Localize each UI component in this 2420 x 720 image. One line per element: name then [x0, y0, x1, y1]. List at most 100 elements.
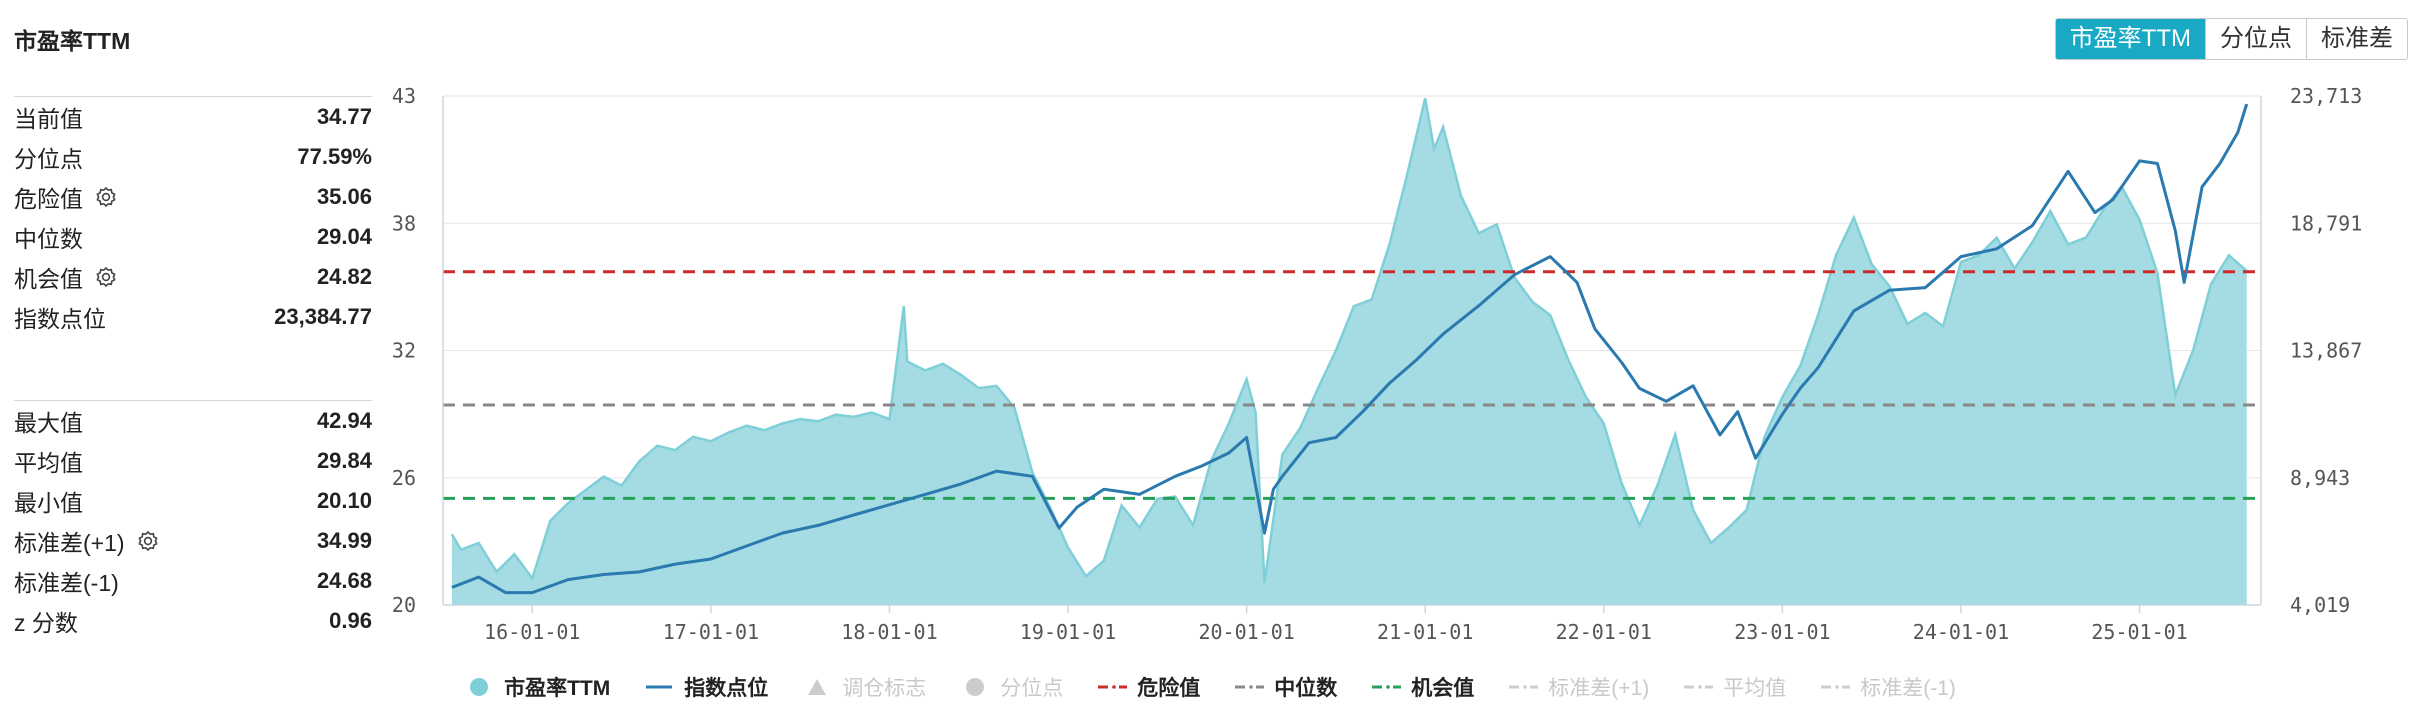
- y-right-tick-label: 13,867: [2290, 339, 2362, 363]
- gear-icon[interactable]: [137, 530, 159, 552]
- x-tick-label: 17-01-01: [663, 620, 759, 644]
- metric-tabs: 市盈率TTM 分位点 标准差: [2054, 18, 2408, 60]
- legend-item[interactable]: 危险值: [1097, 672, 1200, 702]
- legend-item[interactable]: 指数点位: [644, 672, 768, 702]
- x-tick-label: 16-01-01: [484, 620, 580, 644]
- stat-label: 当前值: [14, 106, 83, 132]
- stat-row-percentile: 分位点 77.59%: [14, 137, 372, 177]
- y-right-tick-label: 23,713: [2290, 84, 2362, 108]
- legend-label: 调仓标志: [842, 677, 927, 700]
- stat-label: 最小值: [14, 490, 83, 516]
- stat-label: 标准差(-1): [14, 570, 119, 596]
- stat-label: 指数点位: [14, 306, 106, 332]
- legend-label: 机会值: [1411, 677, 1475, 700]
- legend-symbol-dash: [1098, 685, 1128, 689]
- legend-label: 标准差(-1): [1860, 677, 1956, 700]
- stat-value: 77.59%: [297, 144, 372, 169]
- stat-label: z 分数: [14, 610, 78, 636]
- x-tick-label: 22-01-01: [1556, 620, 1652, 644]
- stat-value: 20.10: [316, 488, 372, 513]
- stat-value: 0.96: [329, 608, 372, 633]
- legend-label: 市盈率TTM: [504, 677, 611, 700]
- stat-row-min: 最小值 20.10: [14, 481, 372, 521]
- legend-label: 指数点位: [684, 677, 769, 700]
- stat-value: 23,384.77: [274, 304, 372, 329]
- tab-pe-ttm[interactable]: 市盈率TTM: [2055, 19, 2205, 59]
- stat-value: 34.77: [316, 104, 372, 129]
- legend-item[interactable]: 机会值: [1371, 672, 1474, 702]
- stat-row-mean: 平均值 29.84: [14, 441, 372, 481]
- pe-area: [451, 98, 2247, 605]
- legend-symbol-dash: [1372, 685, 1402, 689]
- gear-icon[interactable]: [95, 186, 117, 208]
- legend-item[interactable]: 平均值: [1683, 672, 1786, 702]
- tab-percentile[interactable]: 分位点: [2205, 19, 2306, 59]
- y-right-tick-label: 8,943: [2290, 466, 2350, 490]
- chart-legend: 市盈率TTM 指数点位 调仓标志 分位点 危险值 中位数 机会值 标准差(+1) 平均值 标准差(…: [0, 672, 2420, 702]
- legend-item[interactable]: 市盈率TTM: [464, 672, 610, 702]
- stat-label: 机会值: [14, 260, 117, 294]
- stat-row-z-score: z 分数 0.96: [14, 601, 372, 641]
- stat-label: 平均值: [14, 450, 83, 476]
- x-tick-label: 25-01-01: [2091, 620, 2187, 644]
- legend-label: 标准差(+1): [1548, 677, 1650, 700]
- x-tick-label: 23-01-01: [1734, 620, 1830, 644]
- y-left-tick-label: 26: [392, 466, 416, 490]
- legend-symbol-circle: [470, 678, 489, 696]
- legend-label: 危险值: [1137, 677, 1201, 700]
- stat-row-danger: 危险值 35.06: [14, 177, 372, 217]
- legend-symbol-dash: [1509, 685, 1539, 689]
- stat-label: 危险值: [14, 180, 117, 214]
- y-left-tick-label: 38: [392, 211, 416, 235]
- tab-std-dev[interactable]: 标准差: [2306, 19, 2407, 59]
- stats-history-panel: 最大值 42.94 平均值 29.84 最小值 20.10 标准差(+1) 34…: [14, 400, 372, 641]
- stat-label: 标准差(+1): [14, 524, 159, 558]
- stat-value: 29.84: [316, 448, 372, 473]
- y-left-tick-label: 43: [392, 84, 416, 108]
- y-left-tick-label: 20: [392, 593, 416, 617]
- index-line: [451, 103, 2249, 595]
- gear-icon[interactable]: [95, 266, 117, 288]
- legend-item[interactable]: 标准差(+1): [1508, 672, 1649, 702]
- stat-row-std-minus: 标准差(-1) 24.68: [14, 561, 372, 601]
- legend-item[interactable]: 调仓标志: [802, 672, 926, 702]
- legend-symbol-circle: [966, 678, 985, 696]
- legend-label: 分位点: [1000, 677, 1064, 700]
- stat-label: 中位数: [14, 226, 83, 252]
- legend-item[interactable]: 标准差(-1): [1820, 672, 1956, 702]
- stat-value: 24.82: [316, 264, 372, 289]
- legend-symbol-triangle: [808, 679, 827, 695]
- stat-value: 35.06: [316, 184, 372, 209]
- stat-value: 34.99: [316, 528, 372, 553]
- stat-value: 24.68: [316, 568, 372, 593]
- stat-row-std-plus: 标准差(+1) 34.99: [14, 521, 372, 561]
- x-tick-label: 18-01-01: [841, 620, 937, 644]
- legend-item[interactable]: 中位数: [1234, 672, 1337, 702]
- legend-symbol-dash: [1684, 685, 1714, 689]
- x-tick-label: 20-01-01: [1198, 620, 1294, 644]
- stat-label: 最大值: [14, 410, 83, 436]
- legend-item[interactable]: 分位点: [960, 672, 1063, 702]
- legend-symbol-dash: [1235, 685, 1265, 689]
- stat-row-opportunity: 机会值 24.82: [14, 257, 372, 297]
- stat-value: 29.04: [316, 224, 372, 249]
- x-tick-label: 21-01-01: [1377, 620, 1473, 644]
- legend-label: 平均值: [1723, 677, 1787, 700]
- stat-row-median: 中位数 29.04: [14, 217, 372, 257]
- stat-row-current: 当前值 34.77: [14, 97, 372, 137]
- stats-current-panel: 当前值 34.77 分位点 77.59% 危险值 35.06 中位数 29.04…: [14, 96, 372, 337]
- legend-symbol-dash: [1821, 685, 1851, 689]
- stat-row-index-points: 指数点位 23,384.77: [14, 297, 372, 337]
- y-left-tick-label: 32: [392, 339, 416, 363]
- x-tick-label: 19-01-01: [1020, 620, 1116, 644]
- legend-label: 中位数: [1274, 677, 1338, 700]
- page-title: 市盈率TTM: [14, 28, 131, 54]
- stat-row-max: 最大值 42.94: [14, 401, 372, 441]
- stat-value: 42.94: [316, 408, 372, 433]
- stat-label: 分位点: [14, 146, 83, 172]
- x-tick-label: 24-01-01: [1913, 620, 2009, 644]
- legend-symbol-line: [646, 685, 673, 689]
- y-right-tick-label: 18,791: [2290, 211, 2362, 235]
- pe-line: [450, 97, 2248, 584]
